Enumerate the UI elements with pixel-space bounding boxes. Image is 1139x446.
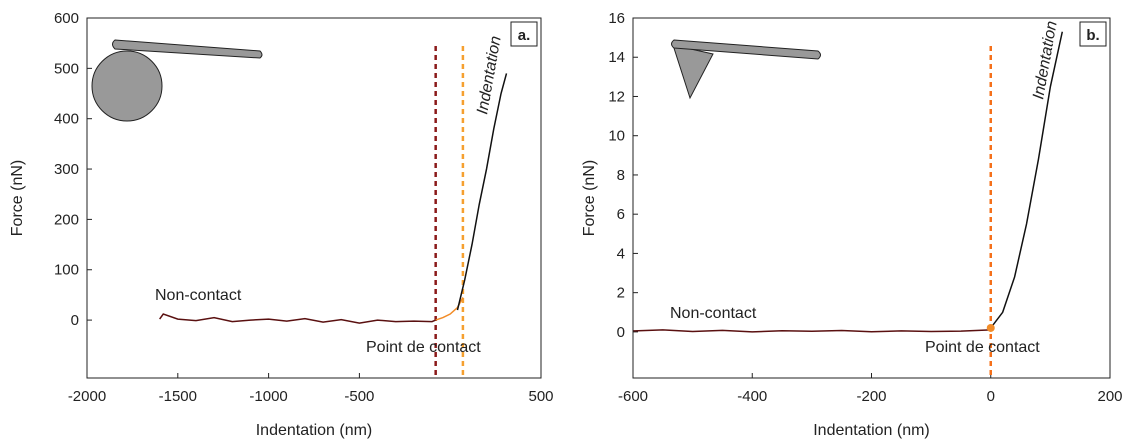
x-tick-label: -400 bbox=[737, 388, 767, 405]
y-tick-label: 2 bbox=[617, 285, 625, 302]
x-tick-label: -1000 bbox=[249, 388, 287, 405]
y-tick-label: 600 bbox=[54, 10, 79, 27]
data-line bbox=[990, 31, 1064, 329]
annotation: Point de contact bbox=[925, 339, 1040, 356]
x-tick-label: -500 bbox=[344, 388, 374, 405]
y-tick-label: 400 bbox=[54, 111, 79, 128]
y-tick-label: 0 bbox=[71, 312, 79, 329]
x-tick-label: 0 bbox=[987, 388, 995, 405]
panel-label: b. bbox=[1086, 27, 1099, 44]
y-tick-label: 16 bbox=[608, 10, 625, 27]
panel-label-box bbox=[1079, 21, 1107, 47]
data-line bbox=[632, 329, 991, 333]
y-tick-label: 12 bbox=[608, 88, 625, 105]
y-tick-label: 500 bbox=[54, 60, 79, 77]
data-line bbox=[159, 313, 436, 324]
panel: 0 100 200 300 400 500 600 -2000 -1500 -1000 -500 50… bbox=[9, 10, 554, 439]
x-axis-label: Indentation (nm) bbox=[813, 422, 930, 439]
x-axis-label: Indentation (nm) bbox=[256, 422, 373, 439]
y-tick-label: 14 bbox=[608, 49, 625, 66]
annotation: Point de contact bbox=[366, 339, 481, 356]
panel-label-box bbox=[510, 21, 538, 47]
y-tick-label: 10 bbox=[608, 128, 625, 145]
x-tick-label: 500 bbox=[528, 388, 553, 405]
y-axis-label: Force (nN) bbox=[581, 160, 598, 236]
y-tick-label: 4 bbox=[617, 245, 625, 262]
annotation: Indentation bbox=[474, 35, 505, 116]
cartoon-sphere-probe bbox=[91, 39, 263, 122]
y-tick-label: 8 bbox=[617, 167, 625, 184]
cantilever bbox=[112, 39, 263, 59]
y-tick-label: 6 bbox=[617, 206, 625, 223]
cartoon-tip-probe bbox=[671, 39, 821, 100]
panel: 0 2 4 6 8 10 12 14 16 -600 -400 -200 0 200 Indentation… bbox=[581, 10, 1123, 439]
x-tick-label: -200 bbox=[856, 388, 886, 405]
y-tick-label: 300 bbox=[54, 161, 79, 178]
y-tick-label: 0 bbox=[617, 324, 625, 341]
sphere bbox=[91, 50, 163, 122]
data-line bbox=[456, 73, 508, 311]
annotation: Non-contact bbox=[155, 287, 242, 304]
x-tick-label: 200 bbox=[1097, 388, 1122, 405]
x-tick-label: -2000 bbox=[68, 388, 106, 405]
tip bbox=[672, 44, 714, 100]
annotation: Non-contact bbox=[670, 305, 757, 322]
plot-frame bbox=[86, 17, 542, 379]
point-marker bbox=[986, 323, 995, 332]
plot-frame bbox=[632, 17, 1111, 379]
y-tick-label: 200 bbox=[54, 211, 79, 228]
y-tick-label: 100 bbox=[54, 262, 79, 279]
data-line bbox=[435, 297, 464, 321]
y-axis-label: Force (nN) bbox=[9, 160, 26, 236]
x-tick-label: -1500 bbox=[159, 388, 197, 405]
panel-label: a. bbox=[518, 27, 531, 44]
x-tick-label: -600 bbox=[618, 388, 648, 405]
cantilever bbox=[671, 39, 821, 60]
